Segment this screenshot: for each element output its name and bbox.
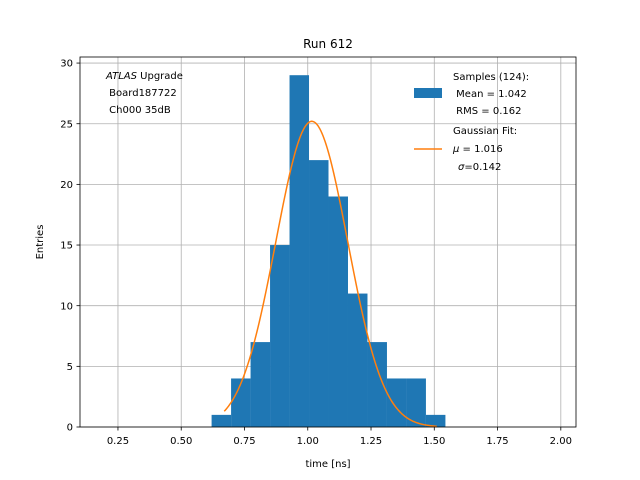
y-tick-label-5: 25 (60, 119, 73, 130)
y-tick-label-0: 0 (67, 423, 73, 434)
y-axis-label: Entries (35, 225, 46, 260)
x-tick-label-1: 0.50 (170, 436, 192, 447)
histogram-bar-9 (386, 378, 407, 427)
plot-frame (79, 56, 577, 428)
x-tick-label-3: 1.00 (297, 436, 319, 447)
legend-histogram-line-2: Mean = 1.042 (453, 89, 527, 100)
x-axis-ticks: 0.25 0.50 0.75 1.00 1.25 1.50 1.75 2.00 (107, 427, 572, 447)
histogram-bars (211, 75, 446, 428)
histogram-bar-7 (347, 293, 368, 427)
x-axis-label: time [ns] (305, 459, 350, 470)
legend-mu-value: = 1.016 (459, 144, 502, 155)
histogram-bar-2 (250, 342, 271, 427)
y-axis-ticks: 0 5 10 15 20 25 30 (60, 59, 80, 434)
x-tick-label-5: 1.50 (423, 436, 445, 447)
gaussian-fit-curve (223, 120, 437, 428)
x-tick-label-6: 1.75 (486, 436, 508, 447)
legend: Samples (124): Mean = 1.042 RMS = 0.162 … (414, 72, 529, 173)
y-tick-label-2: 10 (60, 301, 73, 312)
histogram-bar-5 (309, 160, 329, 428)
x-tick-label-0: 0.25 (107, 436, 129, 447)
y-tick-label-3: 15 (60, 241, 73, 252)
y-tick-label-4: 20 (60, 180, 73, 191)
annotation-upgrade: Upgrade (137, 71, 183, 82)
histogram-bar-8 (367, 342, 387, 427)
legend-histogram-swatch (414, 88, 442, 98)
annotation-line-3: Ch000 35dB (106, 105, 171, 116)
x-tick-label-7: 2.00 (550, 436, 572, 447)
y-tick-label-6: 30 (60, 59, 73, 70)
histogram-bar-1 (231, 378, 251, 427)
legend-fit-line-1: Gaussian Fit: (453, 126, 517, 137)
x-tick-label-2: 0.75 (233, 436, 255, 447)
annotation-line-2: Board187722 (106, 88, 177, 99)
annotation-atlas: ATLAS (105, 71, 138, 82)
legend-fit-line-3: σ=0.142 (458, 162, 501, 173)
histogram-bar-10 (406, 378, 426, 427)
y-tick-label-1: 5 (67, 362, 73, 373)
legend-mu-symbol: μ (452, 144, 459, 155)
legend-sigma-value: =0.142 (464, 162, 501, 173)
annotation-box: ATLAS Upgrade Board187722 Ch000 35dB (105, 71, 183, 116)
legend-histogram-line-3: RMS = 0.162 (453, 106, 521, 117)
annotation-line-1: ATLAS Upgrade (105, 71, 183, 82)
histogram-bar-3 (270, 245, 290, 427)
histogram-bar-4 (289, 75, 310, 428)
legend-sigma-symbol: σ (458, 162, 465, 173)
histogram-bar-11 (425, 414, 446, 427)
legend-histogram-line-1: Samples (124): (453, 72, 529, 83)
chart-title: Run 612 (303, 37, 353, 51)
histogram-bar-6 (328, 196, 348, 427)
legend-fit-line-2: μ = 1.016 (452, 144, 503, 155)
histogram-bar-0 (211, 414, 232, 427)
x-tick-label-4: 1.25 (360, 436, 382, 447)
